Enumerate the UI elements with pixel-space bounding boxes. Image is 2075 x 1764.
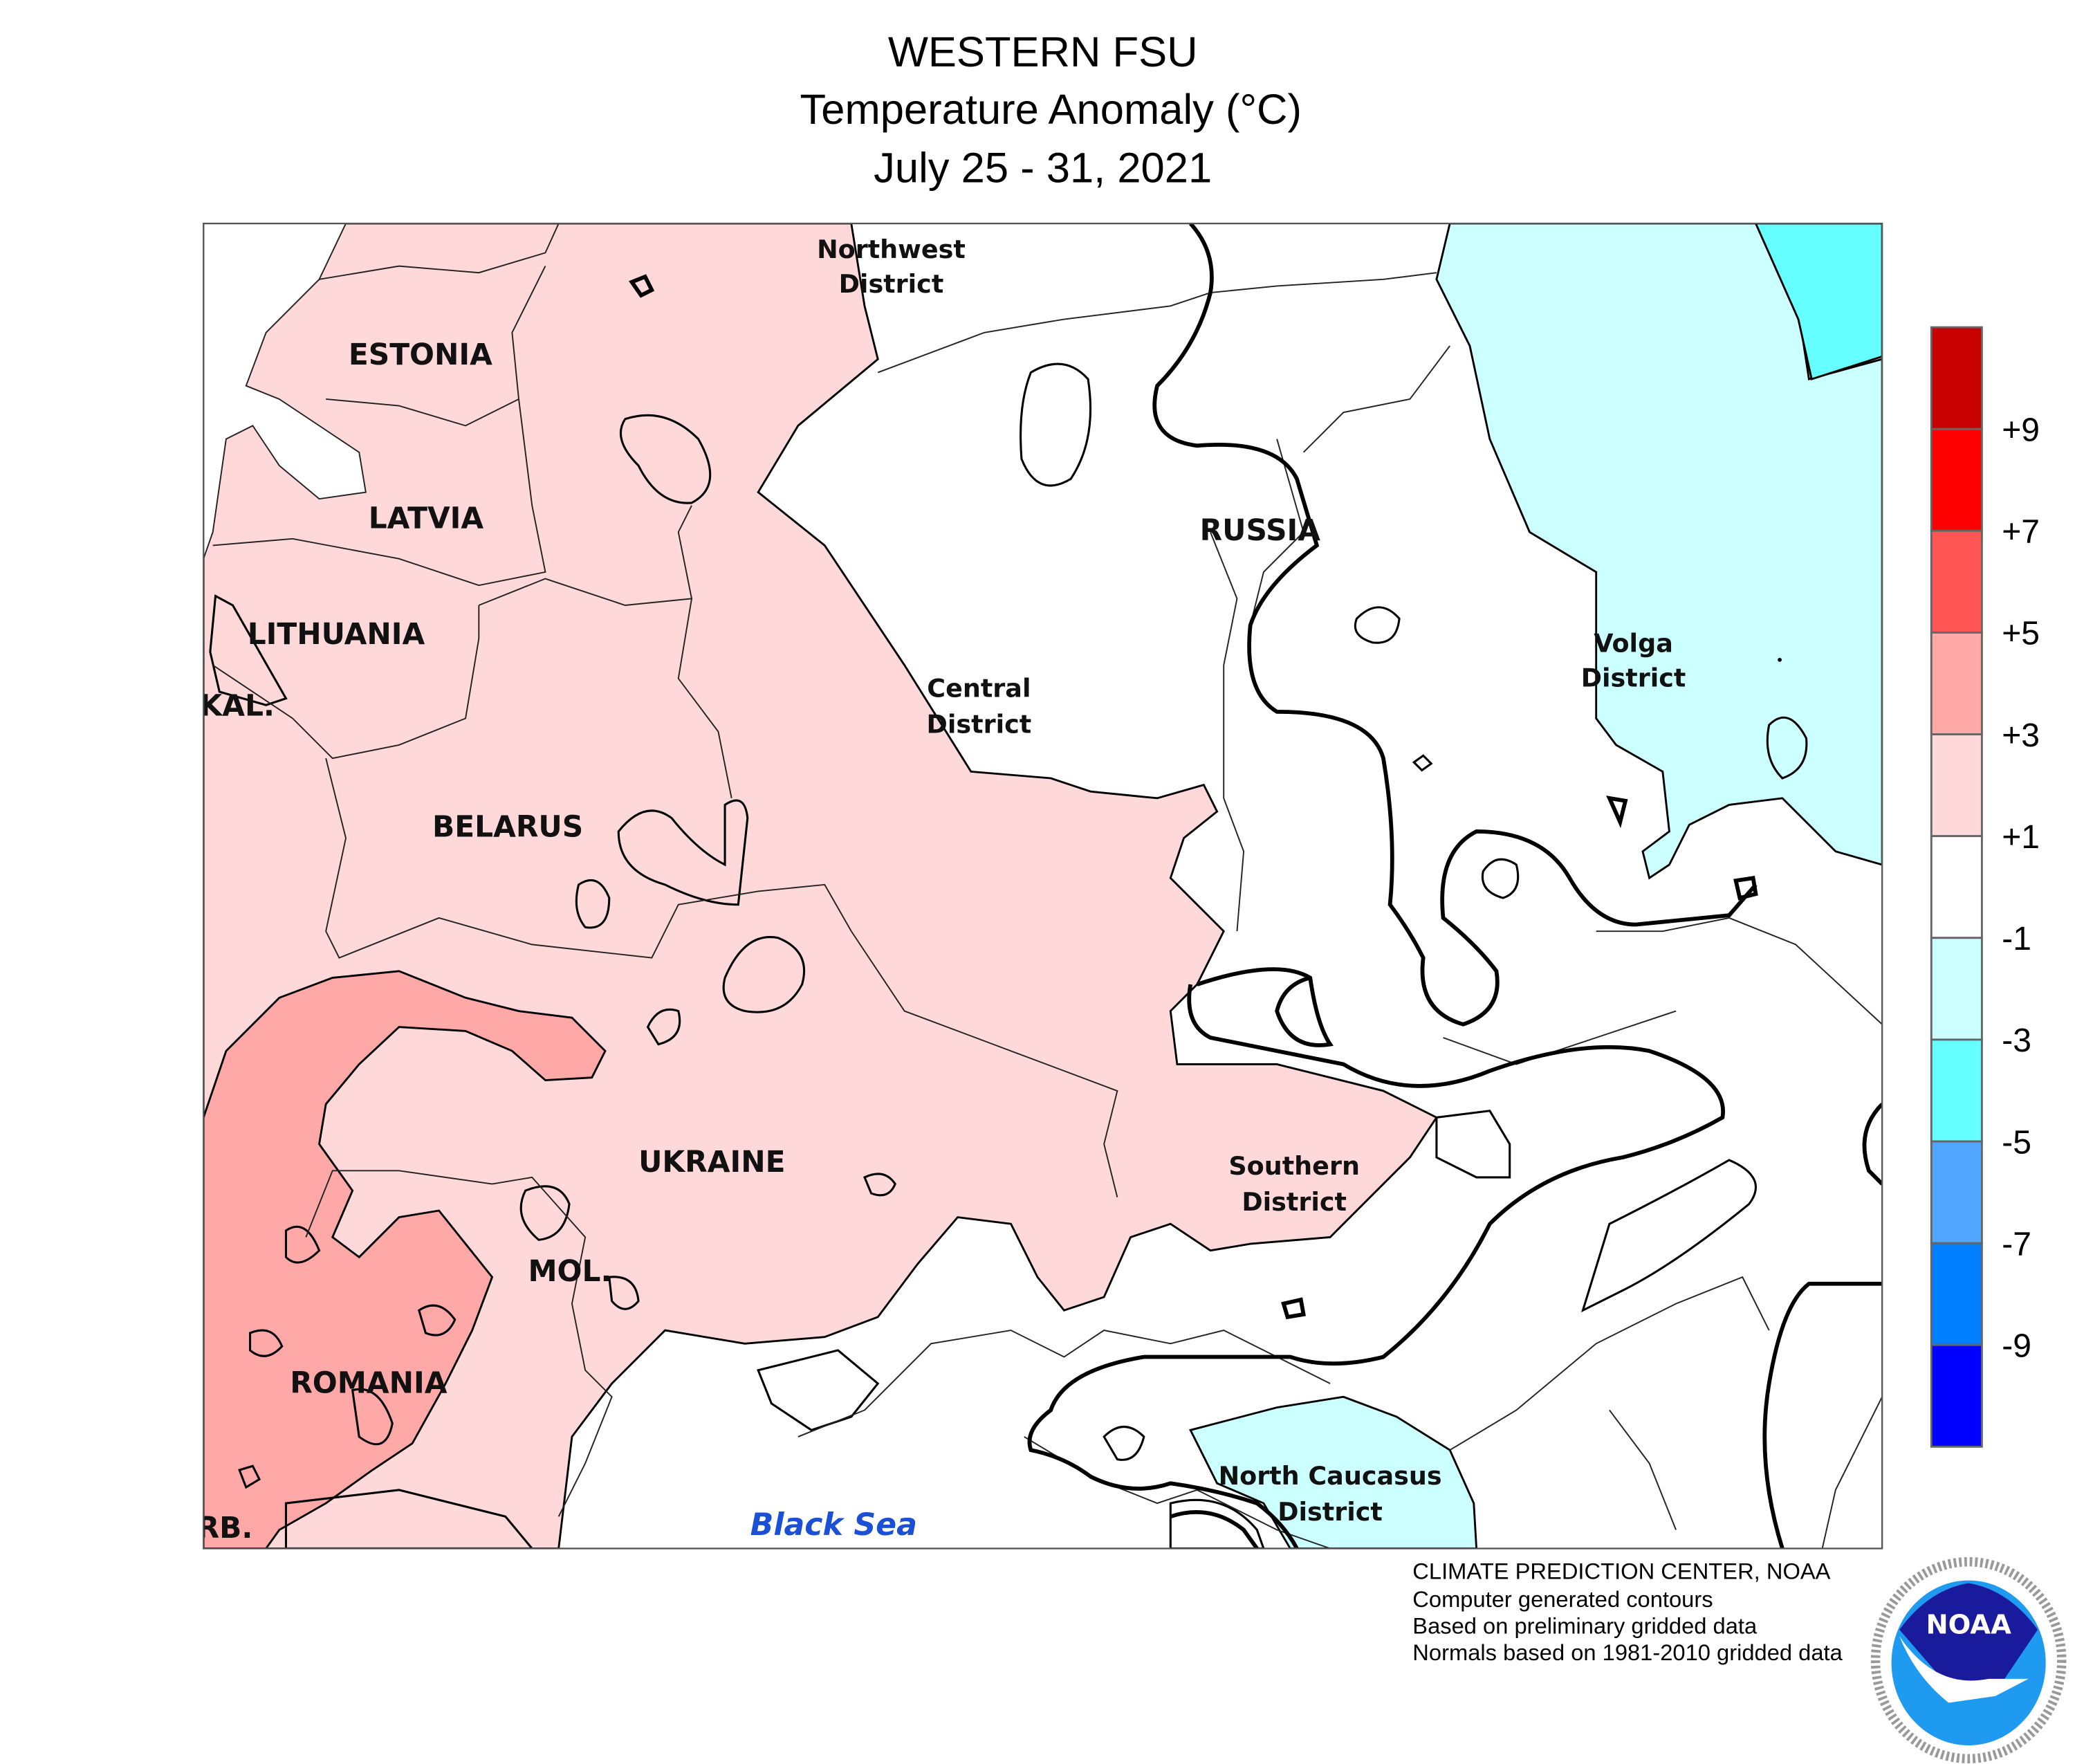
legend-swatch — [1930, 1343, 1983, 1448]
legend-swatch — [1930, 326, 1983, 430]
district-label-central-line2: District — [927, 710, 1032, 739]
credit-line-2: Computer generated contours — [1412, 1586, 1713, 1612]
legend-label: -3 — [2002, 1022, 2031, 1059]
legend-swatch — [1930, 1038, 1983, 1143]
legend-label: +9 — [2002, 412, 2040, 449]
district-label-north-caucasus: North Caucasus — [1219, 1461, 1442, 1491]
country-label-belarus: BELARUS — [432, 810, 583, 844]
legend-swatch — [1930, 937, 1983, 1041]
map-frame — [203, 222, 1883, 1550]
anomaly-region-minus1 — [1435, 223, 1883, 880]
map-date-range: July 25 - 31, 2021 — [874, 144, 1212, 192]
legend-swatch — [1930, 733, 1983, 838]
legend-swatch — [1930, 1140, 1983, 1244]
anomaly-region-minus1-caucasus — [1189, 1395, 1478, 1549]
legend-swatch — [1930, 428, 1983, 532]
district-label-volga: Volga — [1594, 628, 1673, 658]
district-label-central: Central — [927, 674, 1031, 704]
legend-label: +3 — [2002, 717, 2040, 754]
anomaly-region-minus3 — [1754, 223, 1883, 380]
country-label-estonia: ESTONIA — [349, 338, 492, 371]
country-label-kaliningrad: KAL. — [199, 689, 275, 723]
country-label-lithuania: LITHUANIA — [248, 617, 425, 651]
country-label-romania: ROMANIA — [290, 1366, 447, 1399]
map-title: WESTERN FSU — [888, 28, 1198, 76]
legend-swatch — [1930, 631, 1983, 735]
legend-swatch — [1930, 1242, 1983, 1346]
district-label-volga-line2: District — [1581, 663, 1686, 692]
legend-label: -7 — [2002, 1225, 2031, 1262]
district-label-southern-line2: District — [1242, 1187, 1347, 1217]
country-label-ukraine: UKRAINE — [638, 1145, 785, 1179]
country-label-russia: RUSSIA — [1200, 513, 1321, 547]
legend-swatch — [1930, 835, 1983, 939]
country-label-serbia: RB. — [197, 1511, 253, 1545]
map-area: ESTONIA LATVIA LITHUANIA KAL. BELARUS UK… — [197, 223, 1883, 1549]
district-label-southern: Southern — [1228, 1151, 1360, 1181]
country-label-moldova: MOL. — [528, 1254, 611, 1288]
noaa-logo: NOAA — [1870, 1556, 2067, 1764]
legend-label: +7 — [2002, 513, 2040, 551]
credit-line-4: Normals based on 1981-2010 gridded data — [1412, 1639, 1843, 1665]
legend-swatch — [1930, 529, 1983, 634]
legend-label: +5 — [2002, 615, 2040, 652]
credit-line-3: Based on preliminary gridded data — [1412, 1613, 1758, 1639]
district-label-northwest: Northwest — [817, 235, 966, 264]
sea-label-black-sea: Black Sea — [750, 1507, 917, 1543]
anomaly-region-plus3 — [203, 970, 607, 1549]
legend-label: -1 — [2002, 920, 2031, 957]
district-label-north-caucasus-line2: District — [1278, 1497, 1383, 1527]
country-label-latvia: LATVIA — [369, 501, 484, 535]
legend-label: +1 — [2002, 818, 2040, 856]
noaa-logo-text: NOAA — [1926, 1610, 2011, 1641]
legend-label: -5 — [2002, 1123, 2031, 1161]
map-subtitle: Temperature Anomaly (°C) — [800, 86, 1302, 134]
legend-label: -9 — [2002, 1327, 2031, 1365]
color-legend: +9 +7 +5 +3 +1 -1 -3 -5 -7 -9 — [1930, 326, 2040, 1448]
district-label-northwest-line2: District — [839, 269, 944, 299]
credit-line-1: CLIMATE PREDICTION CENTER, NOAA — [1412, 1559, 1830, 1584]
